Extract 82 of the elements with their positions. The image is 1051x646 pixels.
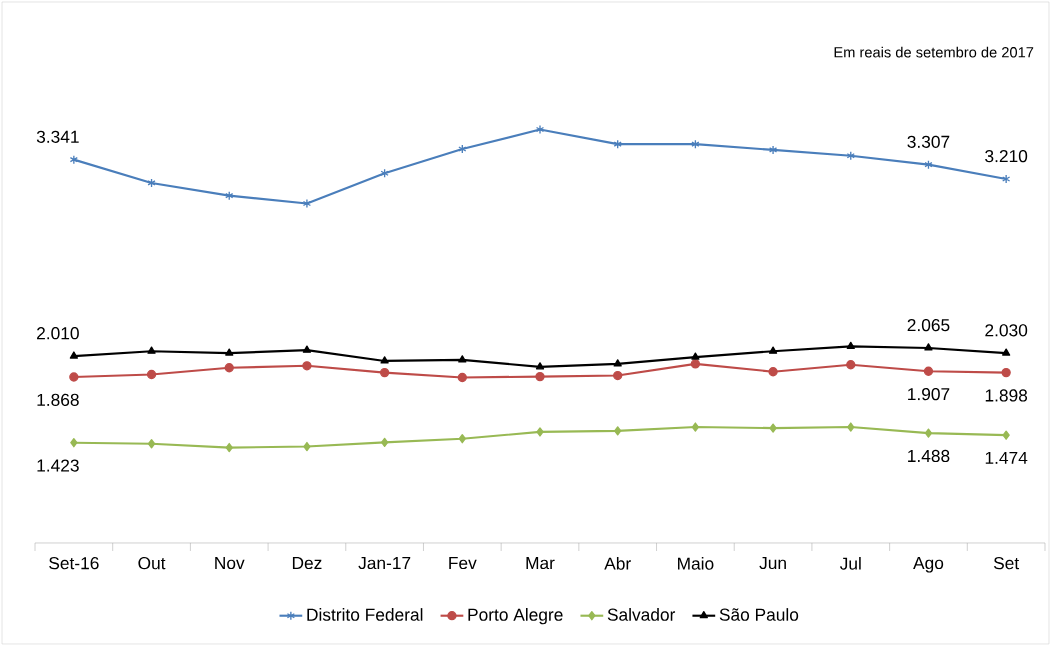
point	[769, 423, 777, 433]
point	[302, 345, 312, 353]
point	[924, 343, 933, 351]
point	[691, 422, 700, 432]
point	[924, 428, 933, 438]
point	[302, 361, 312, 371]
point	[535, 371, 545, 382]
x-tick-label: Jun	[759, 557, 786, 570]
point	[535, 124, 545, 135]
x-tick-label: Abr	[604, 557, 631, 570]
data-label: 1.423	[37, 459, 79, 472]
point	[380, 437, 389, 448]
point	[768, 367, 778, 377]
point	[69, 154, 78, 165]
point	[225, 348, 234, 356]
x-tick-label: Ago	[913, 557, 944, 573]
data-label: 1.488	[908, 449, 950, 463]
legend-label: Porto Alegre	[468, 608, 563, 625]
data-label: 2.010	[37, 327, 79, 340]
point	[147, 346, 156, 354]
point	[147, 178, 156, 188]
point	[847, 422, 855, 432]
point	[1002, 430, 1010, 440]
data-label: 2.030	[985, 324, 1028, 337]
data-label: 1.907	[908, 387, 950, 401]
x-tick-label: Nov	[215, 557, 245, 570]
point	[1002, 348, 1011, 356]
point	[457, 372, 467, 383]
data-label: 1.868	[37, 393, 79, 406]
point	[380, 356, 389, 364]
point	[923, 366, 934, 376]
x-tick-label: Jan-17	[358, 557, 411, 570]
point	[613, 370, 623, 381]
data-label: 3.210	[985, 149, 1028, 163]
point	[458, 355, 467, 363]
point	[146, 369, 157, 380]
point	[536, 427, 544, 437]
legend-label: Salvador	[607, 608, 676, 621]
point	[768, 346, 778, 354]
point	[846, 151, 855, 161]
point	[535, 362, 545, 370]
x-tick-label: Dez	[292, 557, 322, 570]
point	[224, 363, 234, 373]
data-label: 3.341	[36, 130, 79, 143]
point	[690, 359, 701, 369]
x-tick-label: Mar	[526, 557, 555, 570]
point	[303, 441, 311, 452]
text: Em reais de setembro de 2017	[834, 46, 1034, 58]
point	[846, 341, 855, 349]
point	[613, 359, 622, 367]
data-label: 3.307	[907, 135, 950, 148]
point	[380, 168, 389, 178]
point	[225, 442, 233, 453]
data-label: 2.065	[907, 318, 950, 332]
point	[70, 438, 78, 448]
point	[69, 372, 79, 382]
point	[1002, 174, 1011, 184]
point	[924, 159, 933, 170]
point	[225, 190, 234, 201]
x-tick-label: Maio	[678, 557, 714, 570]
point	[458, 144, 467, 154]
x-tick-label: Set-16	[49, 557, 99, 570]
data-label: 1.474	[985, 451, 1028, 464]
x-tick-label: Out	[138, 557, 166, 570]
x-tick-label: Jul	[839, 557, 861, 570]
point	[613, 139, 622, 149]
point	[768, 145, 778, 155]
point	[147, 439, 156, 449]
point	[846, 360, 856, 370]
point	[691, 139, 700, 149]
x-tick-label: Fev	[449, 557, 477, 570]
point	[458, 434, 466, 444]
point	[614, 426, 622, 436]
legend-label: Distrito Federal	[307, 608, 423, 621]
point	[302, 198, 312, 209]
x-tick-label: Set	[993, 557, 1020, 570]
point	[379, 367, 390, 378]
point	[69, 351, 78, 359]
point	[1001, 367, 1011, 378]
point	[691, 352, 700, 360]
data-label: 1.898	[985, 389, 1028, 402]
legend-label: São Paulo	[719, 608, 799, 621]
